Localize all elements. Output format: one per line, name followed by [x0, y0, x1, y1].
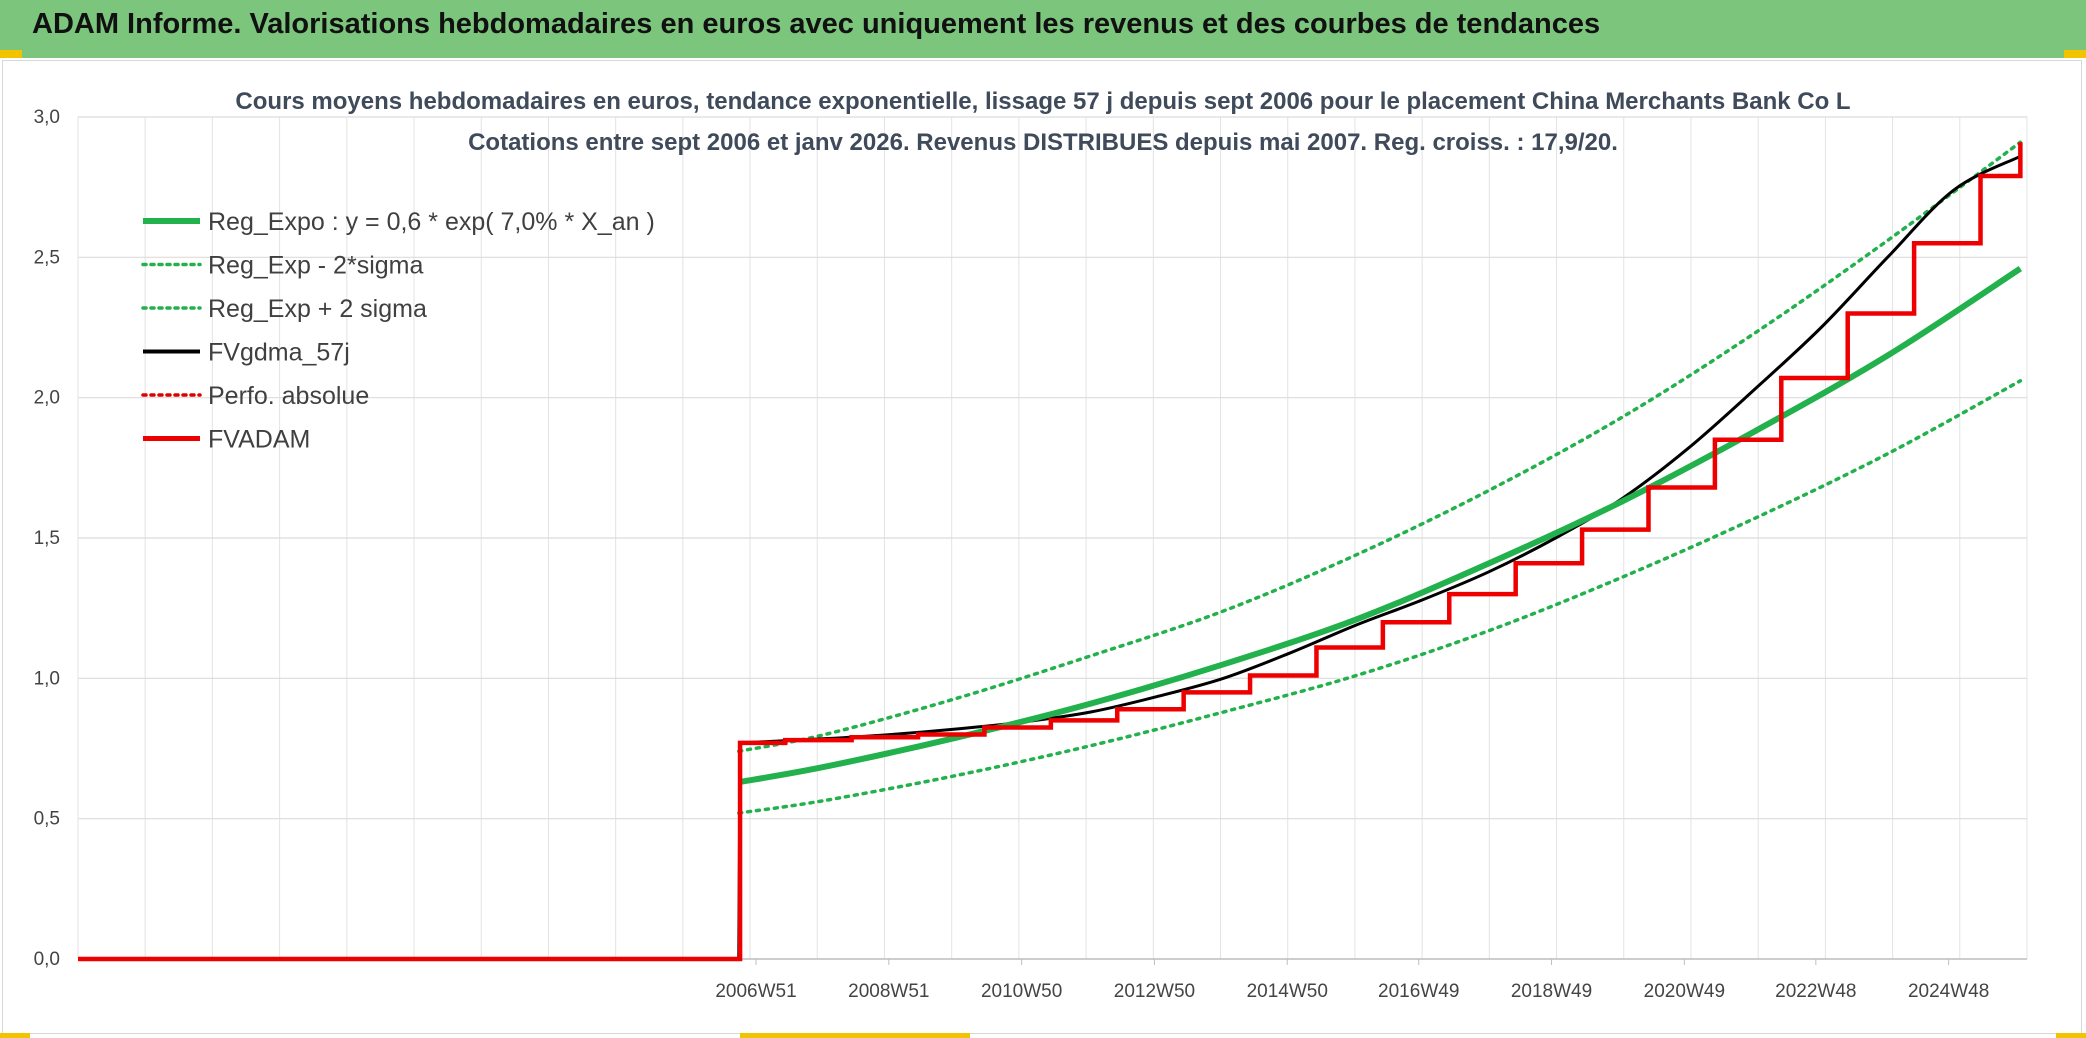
header-banner: ADAM Informe. Valorisations hebdomadaire… [0, 0, 2086, 58]
y-tick-label: 1,0 [34, 668, 60, 689]
chart-frame [2, 60, 2082, 1034]
series-line-reg-expo [738, 266, 2023, 786]
axis-layer: 0,0 0,5 1,0 1,5 2,0 2,5 3,0 2006W51 2008W51 2010W… [34, 107, 2027, 1002]
x-tick-label: 2014W50 [1247, 981, 1328, 1002]
series-line-reg-exp-minus [736, 379, 2023, 815]
y-tick-label: 1,5 [34, 528, 60, 549]
legend-label: Perfo. absolue [208, 382, 369, 410]
chart-legend: Reg_Expo : y = 0,6 * exp( 7,0% * X_an ) R… [141, 208, 655, 454]
x-tick-label: 2016W49 [1378, 981, 1459, 1002]
y-tick-label: 3,0 [34, 107, 60, 128]
banner-accent-right [2064, 50, 2086, 58]
y-tick-label: 0,0 [34, 949, 60, 970]
page-title: ADAM Informe. Valorisations hebdomadaire… [32, 8, 1601, 40]
footer-accent-middle [740, 1033, 970, 1038]
x-tick-label: 2012W50 [1114, 981, 1195, 1002]
y-tick-label: 0,5 [34, 809, 60, 830]
footer-accent-right [2056, 1033, 2086, 1038]
chart-title: Cours moyens hebdomadaires en euros, ten… [235, 88, 1850, 115]
x-tick-label: 2018W49 [1511, 981, 1592, 1002]
x-tick-label: 2020W49 [1644, 981, 1725, 1002]
grid-layer [77, 116, 2028, 960]
x-tick-label: 2024W48 [1908, 981, 1989, 1002]
y-tick-label: 2,5 [34, 247, 60, 268]
series-line-fvgdma [78, 154, 2022, 961]
chart-subtitle: Cotations entre sept 2006 et janv 2026. … [468, 129, 1618, 156]
legend-label: Reg_Expo : y = 0,6 * exp( 7,0% * X_an ) [208, 208, 655, 236]
x-tick-label: 2022W48 [1775, 981, 1856, 1002]
legend-label: Reg_Exp - 2*sigma [208, 252, 423, 280]
banner-accent-left [0, 50, 22, 58]
series-line-fvadam [78, 142, 2023, 962]
footer-accent-left [0, 1033, 30, 1038]
legend-label: Reg_Exp + 2 sigma [208, 295, 427, 323]
x-tick-label: 2008W51 [848, 981, 929, 1002]
series-line-reg-exp-plus [736, 140, 2023, 754]
series-layer [78, 140, 2023, 962]
x-tick-label: 2006W51 [715, 981, 796, 1002]
x-tick-label: 2010W50 [981, 981, 1062, 1002]
y-tick-label: 2,0 [34, 388, 60, 409]
legend-label: FVADAM [208, 426, 310, 454]
legend-label: FVgdma_57j [208, 339, 350, 367]
